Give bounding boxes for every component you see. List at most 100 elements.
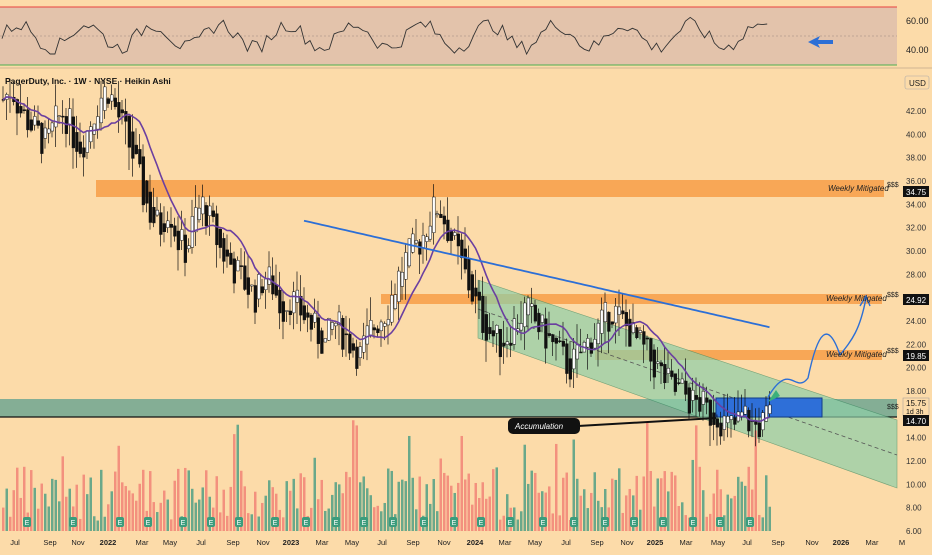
candle-body-131 — [460, 239, 464, 259]
candle-body-190 — [666, 367, 670, 374]
candle-body-169 — [593, 339, 597, 349]
currency-label: USD — [909, 79, 926, 88]
earnings-marker-18 — [601, 517, 609, 527]
earnings-marker-23 — [746, 517, 754, 527]
volume-bar-18 — [65, 496, 68, 531]
volume-bar-134 — [471, 504, 474, 531]
volume-bar-174 — [611, 478, 614, 531]
price-tick-1: 40.00 — [906, 130, 927, 139]
candle-body-12 — [43, 127, 47, 139]
candle-body-144 — [505, 341, 509, 345]
volume-bar-33 — [117, 445, 120, 531]
volume-bar-45 — [159, 502, 162, 531]
candle-body-10 — [36, 120, 40, 126]
volume-bar-184 — [646, 421, 649, 531]
candle-body-32 — [113, 97, 117, 107]
volume-bar-157 — [551, 513, 554, 531]
candle-body-109 — [383, 323, 387, 327]
time-tick-3: 2022 — [100, 538, 117, 547]
candle-body-30 — [106, 98, 110, 104]
volume-bar-11 — [40, 483, 43, 531]
candle-body-68 — [239, 265, 243, 267]
svg-text:1d 3h: 1d 3h — [906, 409, 924, 416]
earnings-marker-15 — [506, 517, 514, 527]
candle-body-117 — [411, 233, 415, 253]
dollar-label-2: $$$ — [887, 292, 899, 299]
dollar-label-4: $$$ — [887, 404, 899, 411]
candle-body-200 — [701, 390, 705, 405]
candle-body-72 — [253, 285, 257, 313]
time-axis: Jul Sep Nov 2022 Mar May Jul Sep Nov 2023 Mar May Ju… — [10, 538, 905, 547]
time-tick-9: 2023 — [283, 538, 300, 547]
candle-body-188 — [659, 362, 663, 367]
volume-bar-46 — [163, 490, 166, 531]
candle-body-60 — [211, 210, 215, 217]
candle-body-161 — [565, 343, 569, 374]
price-tick-14: 14.00 — [906, 434, 927, 443]
price-tick-5: 32.00 — [906, 224, 927, 233]
volume-bar-81 — [285, 481, 288, 531]
weekly-mitigated-label-3: Weekly Mitigated — [826, 350, 887, 359]
candle-body-99 — [348, 333, 352, 354]
volume-bar-3 — [12, 490, 15, 531]
svg-text:19.85: 19.85 — [906, 352, 927, 361]
volume-bar-97 — [341, 493, 344, 531]
earnings-marker-label-20: E — [661, 520, 666, 527]
earnings-marker-10 — [360, 517, 368, 527]
candle-body-180 — [631, 322, 635, 333]
earnings-marker-1 — [69, 517, 77, 527]
volume-bar-198 — [695, 425, 698, 531]
volume-bar-65 — [229, 486, 232, 531]
candle-body-100 — [351, 343, 355, 351]
candle-body-92 — [323, 338, 327, 343]
earnings-marker-label-8: E — [304, 520, 309, 527]
volume-bar-100 — [352, 420, 355, 531]
volume-bar-183 — [642, 476, 645, 531]
volume-bar-6 — [23, 466, 26, 531]
price-tick-18: 6.00 — [906, 527, 922, 536]
candle-body-204 — [715, 418, 719, 428]
volume-bar-66 — [233, 434, 236, 531]
volume-bar-205 — [719, 489, 722, 531]
candle-body-36 — [127, 116, 131, 148]
candle-body-80 — [281, 301, 285, 322]
candle-body-199 — [698, 397, 702, 412]
candle-body-45 — [159, 212, 163, 235]
candle-body-101 — [355, 346, 359, 369]
earnings-marker-14 — [477, 517, 485, 527]
volume-bar-101 — [355, 425, 358, 531]
candle-body-145 — [509, 342, 513, 346]
volume-bar-210 — [737, 476, 740, 531]
candle-body-191 — [670, 370, 674, 377]
volume-bar-104 — [366, 488, 369, 531]
time-tick-13: Sep — [406, 538, 419, 547]
candle-body-168 — [589, 342, 593, 354]
volume-bar-17 — [61, 456, 64, 531]
earnings-marker-17 — [570, 517, 578, 527]
volume-bar-177 — [621, 512, 624, 531]
candle-body-77 — [271, 275, 275, 295]
volume-bar-89 — [313, 457, 316, 531]
volume-bar-28 — [100, 469, 103, 531]
volume-bar-219 — [768, 506, 771, 531]
candle-body-197 — [691, 389, 695, 401]
candle-body-76 — [267, 266, 271, 285]
candle-body-91 — [320, 330, 324, 354]
earnings-marker-4 — [179, 517, 187, 527]
volume-bar-44 — [156, 512, 159, 531]
ma-purple-line — [2, 96, 770, 423]
volume-bar-85 — [299, 473, 302, 531]
candle-body-22 — [78, 141, 82, 154]
volume-bar-185 — [649, 470, 652, 531]
candle-body-65 — [229, 252, 233, 265]
candle-body-127 — [446, 219, 450, 242]
candle-body-93 — [327, 318, 331, 341]
time-tick-16: Mar — [499, 538, 512, 547]
earnings-marker-label-6: E — [237, 520, 242, 527]
volume-bar-115 — [404, 481, 407, 531]
volume-bar-102 — [359, 482, 362, 531]
volume-bar-71 — [250, 514, 253, 531]
currency-badge[interactable] — [904, 75, 930, 90]
earnings-marker-7 — [271, 517, 279, 527]
